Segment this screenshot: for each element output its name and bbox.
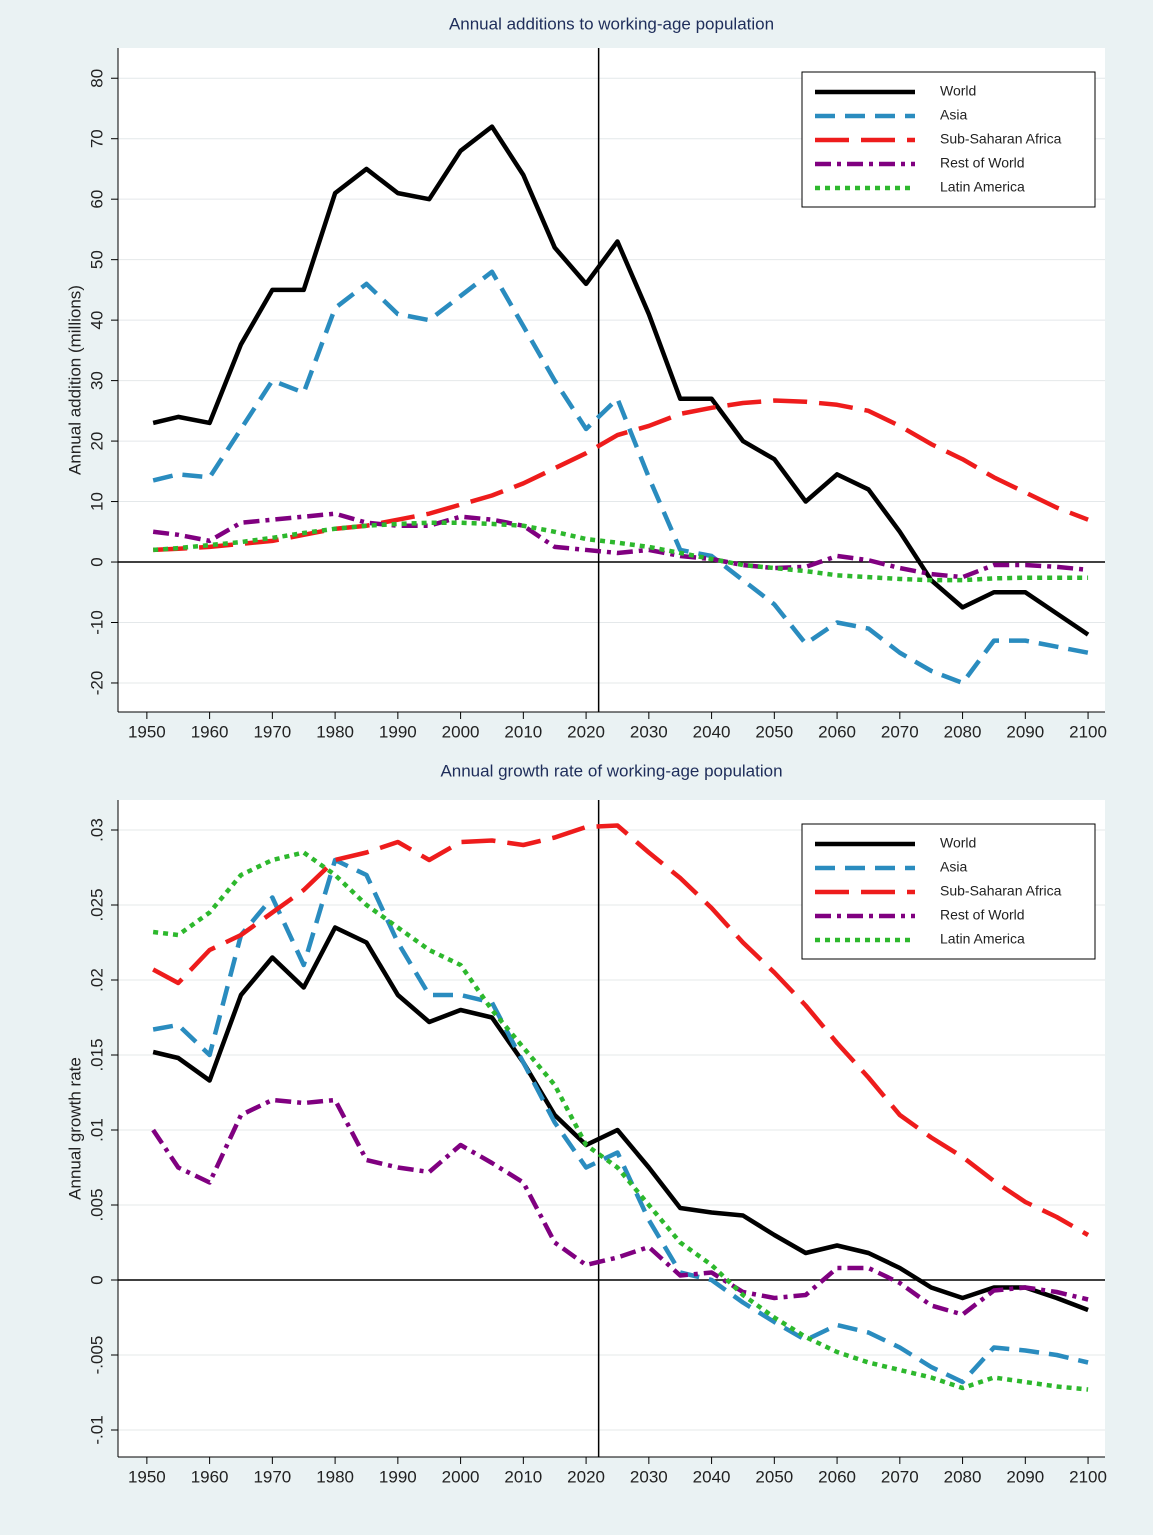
legend-label: Sub-Saharan Africa (940, 131, 1062, 147)
x-tick-label: 1980 (316, 722, 354, 741)
x-tick-label: 1950 (128, 1467, 166, 1486)
x-tick-label: 2060 (818, 1467, 856, 1486)
series-line (152, 850, 1089, 1392)
legend-label: Latin America (940, 179, 1025, 195)
x-tick-label: 2000 (442, 722, 480, 741)
series-line (152, 520, 1089, 583)
x-tick-label: 2040 (693, 722, 731, 741)
legend-label: Asia (940, 859, 967, 875)
chart-title: Annual additions to working-age populati… (449, 14, 774, 33)
x-tick-label: 2030 (630, 722, 668, 741)
y-tick-label: 10 (87, 492, 106, 511)
series-line (152, 925, 1089, 1313)
legend-label: Rest of World (940, 907, 1025, 923)
y-tick-label: 80 (87, 69, 106, 88)
x-tick-label: 1980 (316, 1467, 354, 1486)
y-tick-label: .025 (87, 888, 106, 921)
legend-label: Latin America (940, 931, 1025, 947)
x-tick-label: 1950 (128, 722, 166, 741)
y-tick-label: -.005 (87, 1336, 106, 1375)
y-tick-label: -.01 (87, 1415, 106, 1444)
x-tick-label: 2050 (755, 722, 793, 741)
series-line (152, 823, 1090, 1237)
x-tick-label: 2000 (442, 1467, 480, 1486)
series-line (152, 857, 1089, 1385)
y-tick-label: 20 (87, 432, 106, 451)
x-tick-label: 2070 (881, 722, 919, 741)
y-tick-label: .02 (87, 968, 106, 992)
legend-label: World (940, 83, 976, 99)
y-tick-label: .01 (87, 1118, 106, 1142)
x-tick-label: 1970 (253, 722, 291, 741)
x-tick-label: 2040 (693, 1467, 731, 1486)
x-tick-label: 1990 (379, 722, 417, 741)
x-tick-label: 2010 (504, 722, 542, 741)
y-tick-label: 60 (87, 190, 106, 209)
legend-label: Rest of World (940, 155, 1025, 171)
y-axis-label: Annual addition (millions) (65, 285, 84, 475)
y-tick-label: -20 (87, 671, 106, 696)
x-tick-label: 1960 (191, 722, 229, 741)
x-tick-label: 2060 (818, 722, 856, 741)
x-tick-label: 2090 (1006, 1467, 1044, 1486)
x-tick-label: 2050 (755, 1467, 793, 1486)
x-tick-label: 2020 (567, 722, 605, 741)
x-tick-label: 1960 (191, 1467, 229, 1486)
chart-title: Annual growth rate of working-age popula… (440, 761, 782, 780)
x-tick-label: 2010 (504, 1467, 542, 1486)
x-tick-label: 1990 (379, 1467, 417, 1486)
legend-label: Asia (940, 107, 967, 123)
y-tick-label: 40 (87, 311, 106, 330)
y-tick-label: -10 (87, 610, 106, 635)
y-tick-label: .03 (87, 818, 106, 842)
y-tick-label: 50 (87, 250, 106, 269)
x-tick-label: 1970 (253, 1467, 291, 1486)
y-axis-label: Annual growth rate (65, 1057, 84, 1200)
x-tick-label: 2080 (944, 1467, 982, 1486)
y-tick-label: .015 (87, 1038, 106, 1071)
legend-label: Sub-Saharan Africa (940, 883, 1062, 899)
x-tick-label: 2070 (881, 1467, 919, 1486)
x-tick-label: 2080 (944, 722, 982, 741)
legend-box (801, 71, 1096, 208)
y-tick-label: 30 (87, 371, 106, 390)
x-tick-label: 2100 (1069, 722, 1107, 741)
y-tick-label: 0 (87, 1275, 106, 1284)
series-line (152, 269, 1089, 686)
x-tick-label: 2090 (1006, 722, 1044, 741)
y-tick-label: 70 (87, 129, 106, 148)
x-tick-label: 2030 (630, 1467, 668, 1486)
legend-box (801, 823, 1096, 960)
series-line (152, 511, 1089, 580)
y-tick-label: .005 (87, 1188, 106, 1221)
y-tick-label: 0 (87, 557, 106, 566)
x-tick-label: 2100 (1069, 1467, 1107, 1486)
legend-label: World (940, 835, 976, 851)
x-tick-label: 2020 (567, 1467, 605, 1486)
